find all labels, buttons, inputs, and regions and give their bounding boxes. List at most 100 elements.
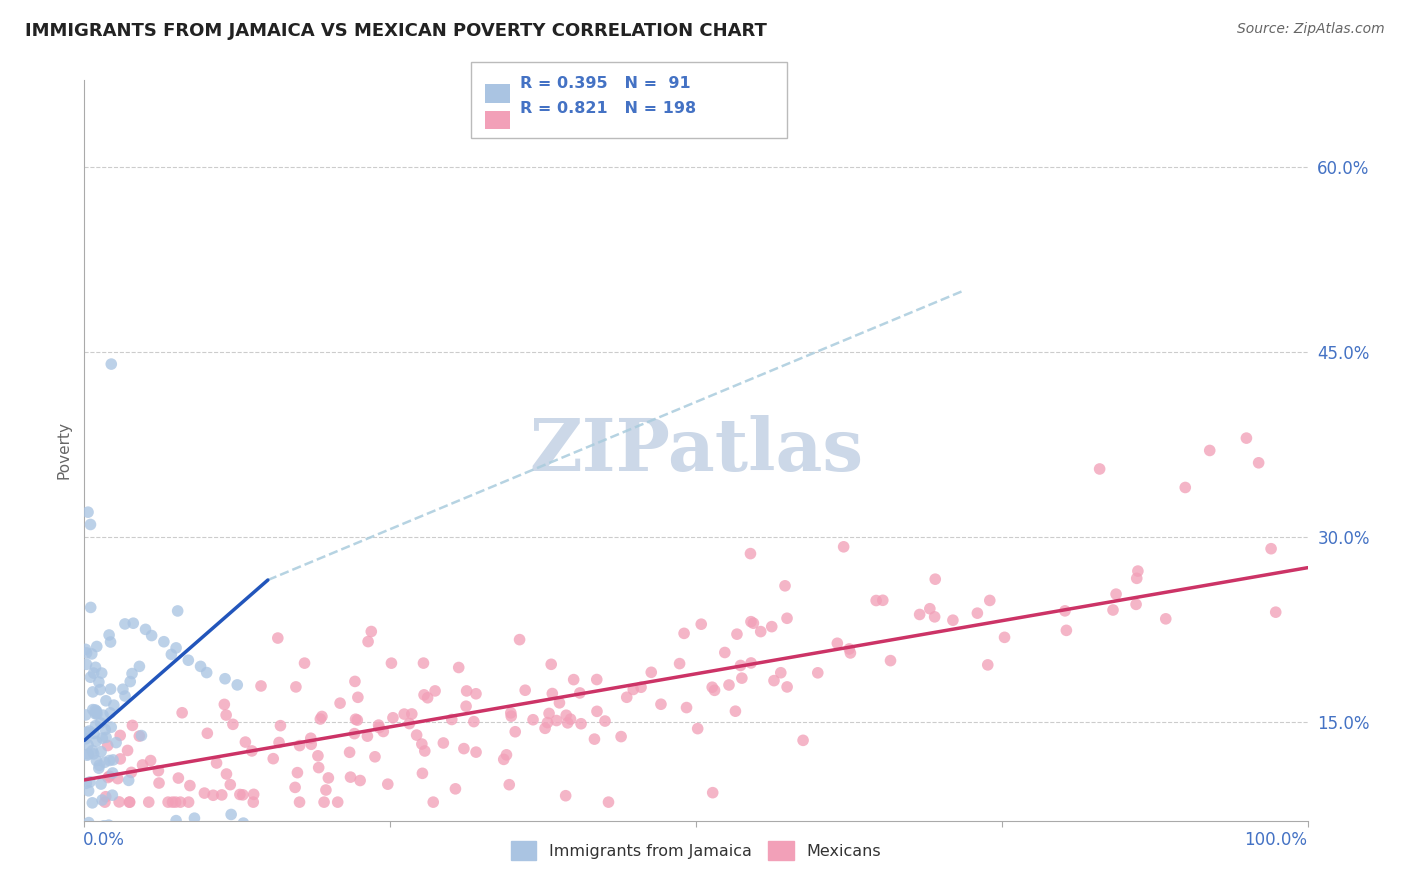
Point [717,678,740,692]
Point [546,714,568,728]
Point [93,756,115,770]
Point [1198,443,1220,458]
Point [84,705,107,719]
Point [77,505,100,519]
Point [83,666,105,681]
Point [165,814,187,828]
Point [77,724,100,739]
Point [411,766,433,780]
Point [84,706,107,721]
Point [87,675,110,690]
Point [183,811,205,825]
Point [343,726,366,740]
Point [177,653,200,667]
Point [329,696,352,710]
Point [177,795,200,809]
Point [447,660,470,674]
Point [392,707,415,722]
Point [515,683,537,698]
Point [465,687,488,701]
Point [229,788,252,802]
Point [100,635,122,649]
Point [1236,431,1258,445]
Point [346,713,368,727]
Point [179,779,201,793]
Y-axis label: Poverty: Poverty [56,421,72,480]
Point [120,765,142,780]
Point [267,631,290,645]
Point [725,627,748,641]
Point [120,674,142,689]
Point [100,357,122,371]
Point [540,657,562,672]
Point [222,717,245,731]
Point [91,708,114,723]
Point [75,731,97,746]
Point [219,807,242,822]
Point [131,758,153,772]
Point [167,771,190,785]
Point [740,656,762,670]
Point [377,777,399,791]
Text: Source: ZipAtlas.com: Source: ZipAtlas.com [1237,22,1385,37]
Point [456,684,478,698]
Point [792,733,814,747]
Point [908,607,931,622]
Point [93,819,115,833]
Point [86,706,108,721]
Point [294,656,316,670]
Point [284,680,307,694]
Point [422,795,444,809]
Point [94,789,117,804]
Point [299,731,322,746]
Point [288,739,311,753]
Point [724,704,747,718]
Point [165,640,187,655]
Point [1105,587,1128,601]
Point [77,747,100,761]
Point [128,659,150,673]
Text: 0.0%: 0.0% [83,830,125,848]
Point [77,784,100,798]
Text: ZIPatlas: ZIPatlas [529,415,863,486]
Point [195,665,218,680]
Point [84,660,107,674]
Point [94,731,117,745]
Point [114,689,136,703]
Point [690,617,713,632]
Point [86,754,108,768]
Point [312,795,335,809]
Point [501,709,523,723]
Point [226,678,249,692]
Point [214,698,236,712]
Point [235,735,257,749]
Point [77,815,100,830]
Point [202,789,225,803]
Point [267,735,290,749]
Point [138,795,160,809]
Point [89,758,111,772]
Point [432,736,454,750]
Point [1264,605,1286,619]
Point [413,744,436,758]
Point [548,696,571,710]
Point [318,771,340,785]
Point [80,600,103,615]
Point [838,642,860,657]
Point [586,704,609,718]
Point [593,714,616,728]
Point [287,765,309,780]
Point [94,795,117,809]
Point [153,634,176,648]
Point [349,773,371,788]
Point [344,712,367,726]
Point [108,728,131,742]
Point [411,737,433,751]
Point [1247,456,1270,470]
Point [110,752,132,766]
Point [250,679,273,693]
Point [730,658,752,673]
Point [503,724,526,739]
Point [97,771,120,785]
Point [776,611,799,625]
